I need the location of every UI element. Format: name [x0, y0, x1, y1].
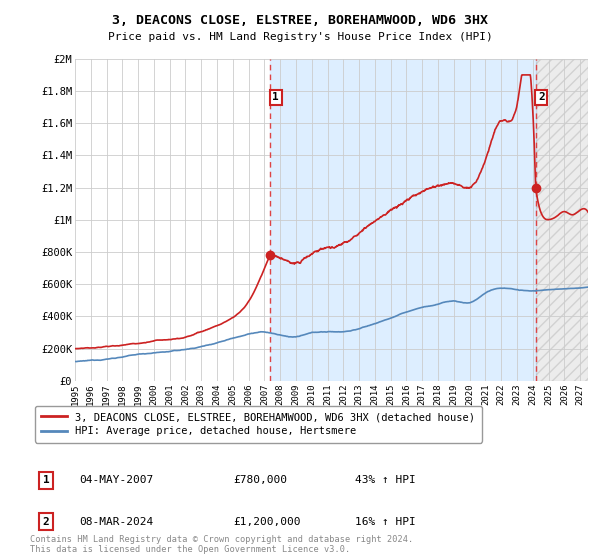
- Text: 2: 2: [538, 92, 545, 102]
- Text: Contains HM Land Registry data © Crown copyright and database right 2024.
This d: Contains HM Land Registry data © Crown c…: [30, 535, 413, 554]
- Text: Price paid vs. HM Land Registry's House Price Index (HPI): Price paid vs. HM Land Registry's House …: [107, 32, 493, 43]
- Bar: [270, 59, 536, 381]
- Text: 2: 2: [43, 517, 49, 527]
- Text: £780,000: £780,000: [234, 475, 288, 486]
- Text: £1,200,000: £1,200,000: [234, 517, 301, 527]
- Text: 1: 1: [272, 92, 279, 102]
- Text: 43% ↑ HPI: 43% ↑ HPI: [355, 475, 416, 486]
- Legend: 3, DEACONS CLOSE, ELSTREE, BOREHAMWOOD, WD6 3HX (detached house), HPI: Average p: 3, DEACONS CLOSE, ELSTREE, BOREHAMWOOD, …: [35, 406, 482, 442]
- Bar: [536, 59, 588, 381]
- Text: 16% ↑ HPI: 16% ↑ HPI: [355, 517, 416, 527]
- Text: 1: 1: [43, 475, 49, 486]
- Text: 04-MAY-2007: 04-MAY-2007: [79, 475, 154, 486]
- Text: 08-MAR-2024: 08-MAR-2024: [79, 517, 154, 527]
- Text: 3, DEACONS CLOSE, ELSTREE, BOREHAMWOOD, WD6 3HX: 3, DEACONS CLOSE, ELSTREE, BOREHAMWOOD, …: [112, 14, 488, 27]
- Bar: [536, 59, 588, 381]
